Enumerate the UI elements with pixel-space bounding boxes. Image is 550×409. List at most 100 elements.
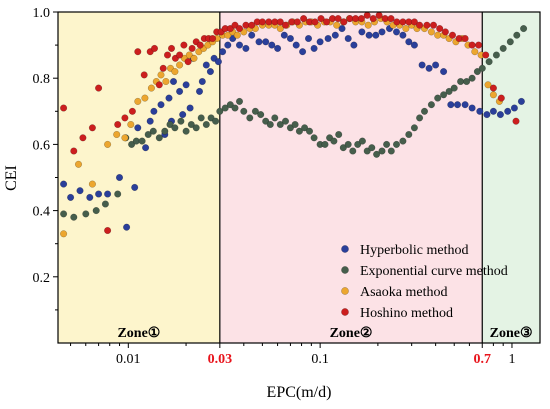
point-series-3-15 [171, 68, 179, 76]
point-series-1-42 [292, 41, 300, 49]
point-series-2-70 [445, 87, 453, 95]
point-series-2-18 [182, 127, 190, 135]
point-series-2-39 [286, 124, 294, 132]
point-series-2-49 [335, 130, 343, 139]
point-series-4-61 [399, 18, 407, 26]
point-series-4-8 [121, 114, 129, 122]
point-series-2-42 [301, 124, 309, 132]
point-series-2-10 [138, 137, 146, 145]
legend-label-2: Exponential curve method [360, 264, 508, 279]
point-series-2-61 [392, 140, 401, 148]
point-series-4-68 [441, 28, 449, 36]
point-series-1-5 [95, 190, 103, 198]
point-series-4-13 [150, 44, 159, 52]
point-series-2-27 [226, 101, 234, 109]
point-series-3-22 [204, 41, 212, 49]
point-series-4-32 [231, 21, 239, 29]
point-series-2-14 [161, 127, 169, 135]
point-series-4-43 [293, 18, 301, 26]
point-series-4-1 [60, 104, 68, 112]
point-series-4-65 [423, 21, 431, 29]
point-series-2-26 [221, 104, 229, 112]
point-series-3-10 [147, 84, 155, 92]
point-series-4-9 [128, 107, 136, 115]
point-series-4-11 [140, 71, 148, 79]
point-series-4-67 [436, 25, 444, 33]
point-series-4-41 [281, 21, 290, 29]
point-series-1-7 [115, 173, 124, 182]
point-series-1-70 [483, 111, 491, 119]
y-tick-label-1: 0.2 [33, 271, 51, 286]
point-series-2-56 [368, 144, 376, 152]
point-series-4-46 [311, 18, 319, 26]
point-series-4-75 [489, 84, 497, 92]
x-tick-label-5: 1 [508, 352, 515, 367]
point-series-3-66 [471, 48, 479, 56]
point-series-2-67 [427, 101, 435, 109]
point-series-4-69 [448, 31, 457, 39]
point-series-1-34 [242, 44, 250, 52]
point-series-1-43 [299, 48, 307, 56]
point-series-3-13 [162, 77, 170, 86]
point-series-4-5 [95, 84, 103, 92]
data-points [60, 11, 528, 238]
zone-2-background [219, 12, 483, 343]
point-series-1-71 [489, 107, 497, 115]
point-series-1-50 [344, 34, 352, 43]
point-series-4-40 [276, 18, 284, 26]
zone-1-background [58, 12, 220, 343]
point-series-1-44 [304, 34, 313, 43]
point-series-1-21 [182, 81, 190, 89]
point-series-2-17 [177, 117, 185, 125]
y-axis-title: CEI [3, 165, 20, 191]
x-tick-label-1: 0.01 [116, 352, 141, 367]
point-series-1-60 [410, 41, 418, 49]
point-series-1-74 [510, 104, 518, 112]
x-tick-label-4: 0.7 [474, 352, 492, 367]
point-series-2-20 [192, 124, 200, 132]
legend-label-1: Hyperbolic method [360, 243, 468, 258]
point-series-2-81 [513, 31, 521, 39]
point-series-2-13 [155, 134, 163, 142]
point-series-1-24 [195, 87, 204, 95]
x-tick-label-2: 0.03 [208, 352, 233, 367]
point-series-2-33 [257, 111, 265, 119]
point-series-2-31 [246, 114, 254, 122]
point-series-3-26 [224, 31, 232, 39]
point-series-4-21 [184, 58, 192, 66]
point-series-4-72 [468, 41, 476, 49]
point-series-2-46 [321, 140, 329, 148]
point-series-2-71 [450, 84, 458, 92]
point-series-1-61 [418, 61, 426, 69]
point-series-4-31 [226, 25, 234, 33]
point-series-2-6 [114, 190, 122, 198]
point-series-1-75 [517, 97, 525, 105]
point-series-3-20 [195, 48, 203, 56]
legend-marker-2 [341, 266, 349, 274]
point-series-2-40 [291, 120, 299, 129]
point-series-1-40 [280, 31, 288, 39]
point-series-4-20 [180, 41, 188, 49]
point-series-4-66 [429, 21, 438, 29]
point-series-2-69 [440, 91, 448, 99]
point-series-2-59 [383, 140, 391, 148]
point-series-1-9 [131, 183, 139, 191]
point-series-2-5 [101, 200, 109, 208]
point-series-1-48 [331, 31, 339, 39]
point-series-2-30 [240, 107, 248, 115]
point-series-2-72 [457, 77, 465, 86]
point-series-1-41 [286, 34, 294, 43]
zone-labels: Zone① Zone② Zone③ [117, 326, 532, 341]
point-series-1-72 [496, 111, 504, 119]
point-series-4-17 [167, 44, 176, 52]
point-series-4-47 [317, 15, 325, 23]
point-series-2-28 [231, 104, 239, 112]
point-series-1-11 [142, 144, 150, 152]
zone-label-1: Zone① [117, 326, 160, 341]
point-series-4-51 [340, 18, 348, 26]
y-tick-label-2: 0.4 [33, 205, 51, 220]
point-series-4-55 [363, 11, 371, 19]
point-series-4-2 [70, 147, 78, 155]
point-series-3-8 [134, 97, 142, 105]
point-series-2-51 [344, 140, 352, 148]
